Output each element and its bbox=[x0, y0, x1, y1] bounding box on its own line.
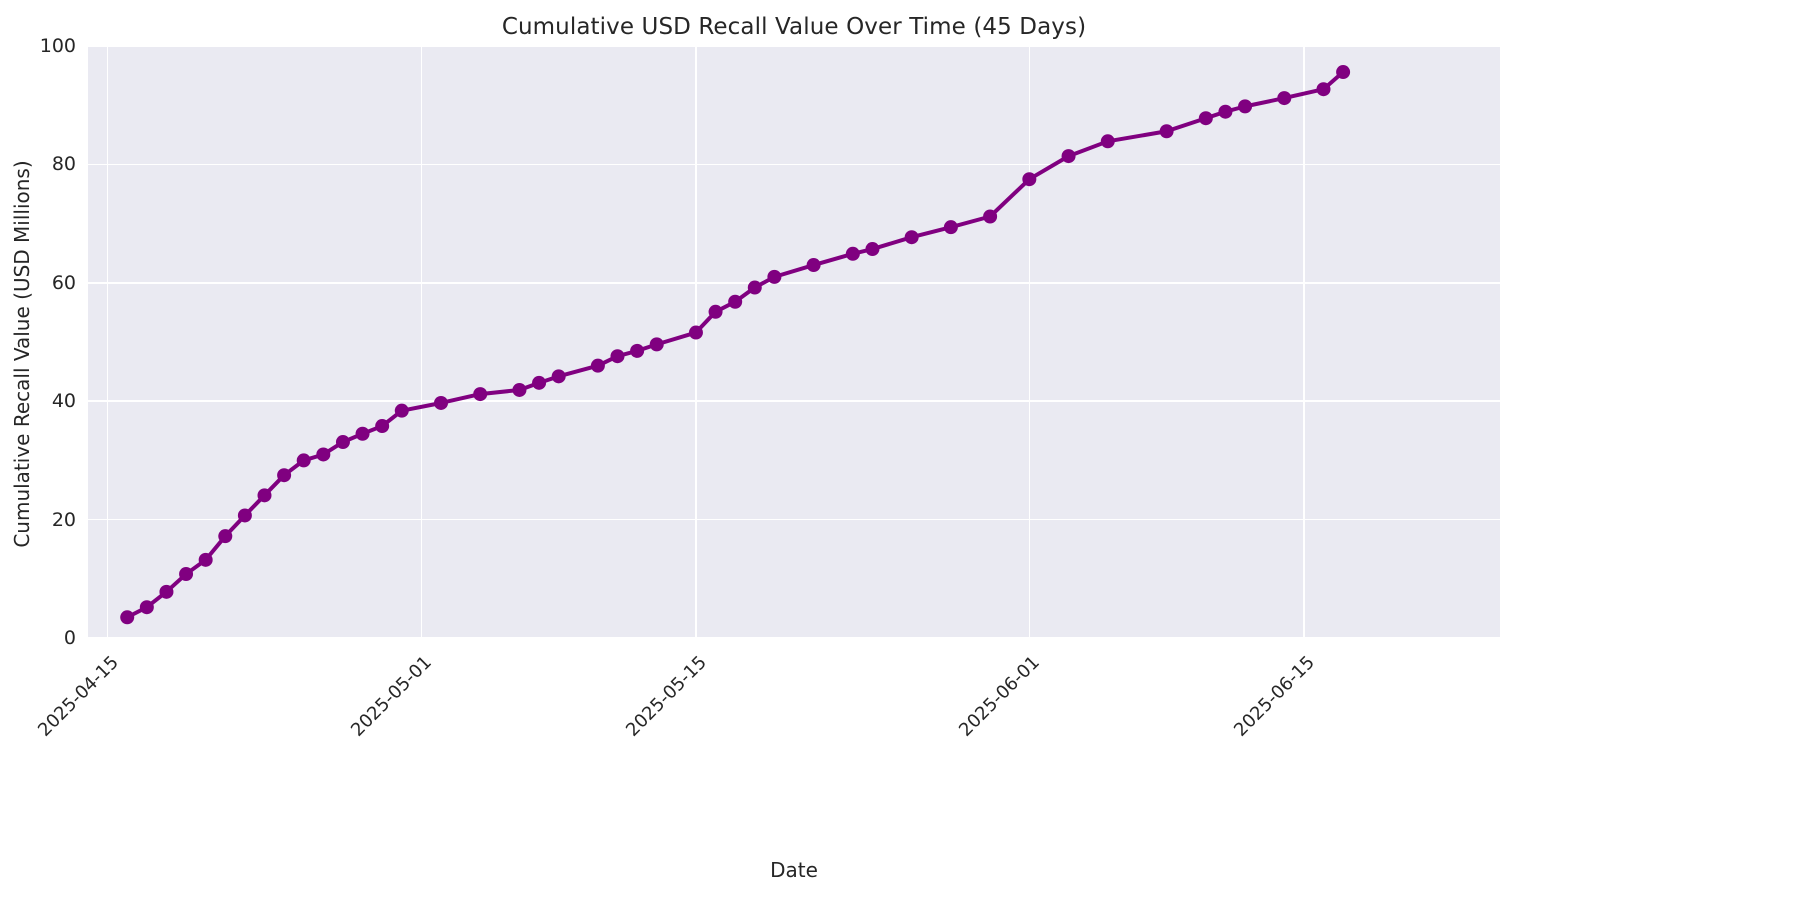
data-point-marker bbox=[551, 369, 566, 384]
data-point-marker bbox=[688, 325, 703, 340]
x-axis-tick-label: 2025-06-01 bbox=[955, 652, 1045, 741]
data-point-marker bbox=[198, 552, 213, 567]
data-point-marker bbox=[708, 304, 723, 319]
data-point-marker bbox=[1159, 124, 1174, 139]
data-point-marker bbox=[1198, 111, 1213, 126]
data-point-marker bbox=[257, 488, 272, 503]
data-point-marker bbox=[375, 419, 390, 434]
data-point-marker bbox=[296, 453, 311, 468]
data-point-marker bbox=[845, 246, 860, 261]
data-point-marker bbox=[767, 269, 782, 284]
data-point-marker bbox=[237, 508, 252, 523]
data-point-marker bbox=[1336, 65, 1351, 80]
data-point-marker bbox=[747, 280, 762, 295]
x-axis-label: Date bbox=[770, 858, 818, 882]
data-point-marker bbox=[1218, 104, 1233, 119]
y-axis-tick-label: 0 bbox=[63, 627, 76, 649]
plot-area bbox=[88, 46, 1500, 638]
data-point-marker bbox=[120, 610, 135, 625]
data-point-marker bbox=[355, 426, 370, 441]
data-point-marker bbox=[1238, 99, 1253, 114]
data-point-marker bbox=[532, 375, 547, 390]
y-axis-tick-label: 60 bbox=[51, 271, 76, 294]
data-point-marker bbox=[159, 584, 174, 599]
gridline-horizontal bbox=[88, 518, 1500, 521]
data-point-marker bbox=[649, 337, 664, 352]
gridline-vertical bbox=[106, 46, 109, 638]
y-axis-tick-label: 40 bbox=[51, 390, 76, 413]
gridline-horizontal bbox=[88, 46, 1500, 47]
gridline-horizontal bbox=[88, 163, 1500, 166]
y-axis-tick-label: 100 bbox=[39, 35, 76, 57]
data-point-marker bbox=[139, 600, 154, 615]
data-point-marker bbox=[865, 242, 880, 257]
data-point-marker bbox=[728, 294, 743, 309]
data-point-marker bbox=[512, 382, 527, 397]
data-point-marker bbox=[1022, 172, 1037, 187]
gridline-vertical bbox=[420, 46, 423, 638]
data-point-marker bbox=[1061, 149, 1076, 164]
y-axis-tick-label: 20 bbox=[51, 508, 76, 531]
data-point-marker bbox=[1277, 91, 1292, 106]
data-point-marker bbox=[943, 220, 958, 235]
series-line bbox=[125, 70, 1346, 620]
data-point-marker bbox=[316, 447, 331, 462]
data-point-marker bbox=[394, 403, 409, 418]
data-point-marker bbox=[983, 209, 998, 224]
x-axis-tick-label: 2025-05-15 bbox=[621, 652, 711, 741]
data-point-marker bbox=[179, 567, 194, 582]
data-point-marker bbox=[590, 358, 605, 373]
data-point-marker bbox=[434, 395, 448, 410]
x-axis-tick-label: 2025-05-01 bbox=[347, 652, 437, 741]
y-axis-label: Cumulative Recall Value (USD Millions) bbox=[10, 160, 34, 548]
gridline-vertical bbox=[695, 46, 697, 638]
data-point-marker bbox=[1100, 134, 1115, 149]
x-axis-tick-label: 2025-04-15 bbox=[33, 652, 123, 741]
data-point-marker bbox=[335, 435, 350, 450]
data-point-marker bbox=[473, 387, 488, 402]
y-axis-tick-label: 80 bbox=[51, 153, 76, 176]
gridline-horizontal bbox=[88, 282, 1500, 284]
gridline-vertical bbox=[1028, 46, 1031, 638]
data-point-marker bbox=[806, 258, 821, 273]
data-point-marker bbox=[630, 343, 645, 358]
data-point-marker bbox=[218, 529, 233, 544]
data-point-marker bbox=[904, 230, 919, 245]
gridline-horizontal bbox=[88, 400, 1500, 402]
data-series-cumulative-recall-value bbox=[120, 65, 1351, 625]
x-axis-tick-label: 2025-06-15 bbox=[1229, 652, 1319, 741]
gridline-horizontal bbox=[88, 637, 1500, 638]
data-point-marker bbox=[277, 468, 292, 483]
chart-title: Cumulative USD Recall Value Over Time (4… bbox=[501, 14, 1087, 40]
gridline-vertical bbox=[1303, 46, 1305, 638]
data-point-marker bbox=[1316, 82, 1331, 97]
data-point-marker bbox=[610, 349, 625, 364]
